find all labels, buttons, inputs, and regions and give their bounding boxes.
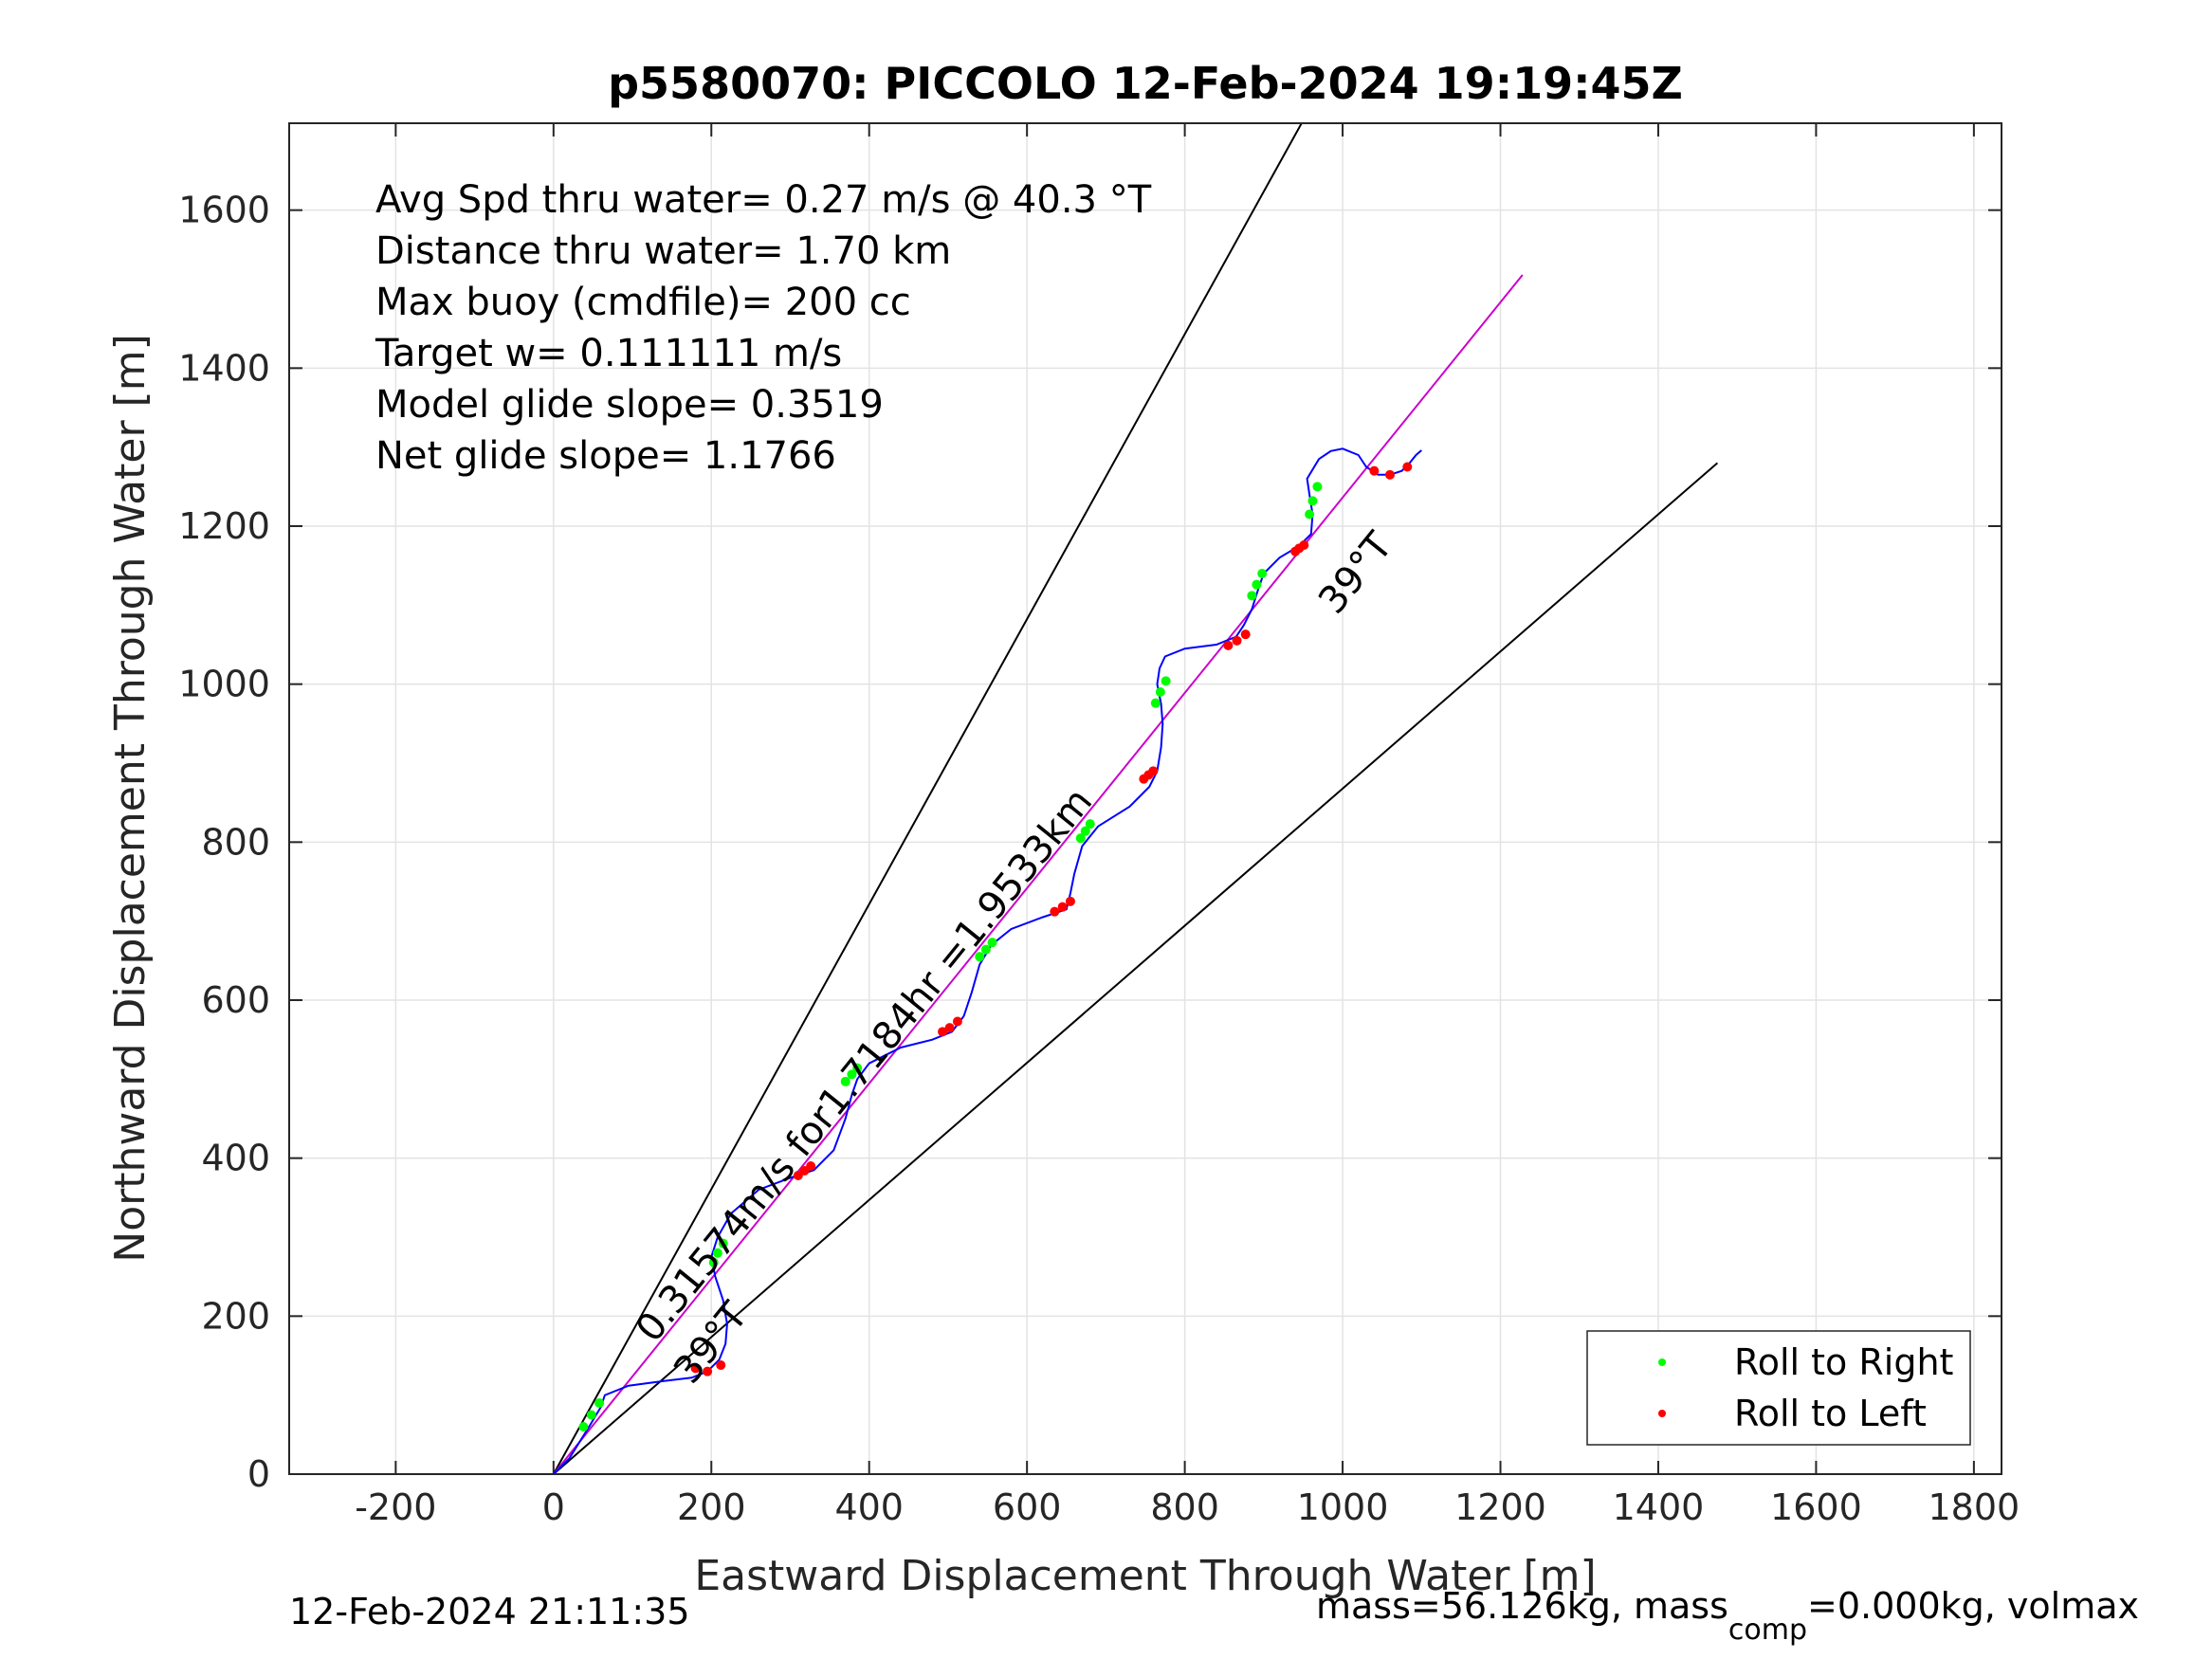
roll-left-point xyxy=(952,1016,962,1027)
roll-left-point xyxy=(938,1027,948,1037)
x-tick-label: 400 xyxy=(834,1486,904,1528)
legend: Roll to Right Roll to Left xyxy=(1586,1330,1971,1446)
roll-right-point xyxy=(1305,509,1315,520)
roll-right-point xyxy=(712,1248,722,1258)
roll-right-point xyxy=(1085,819,1095,830)
y-tick-label: 1200 xyxy=(178,505,270,547)
roll-right-point xyxy=(980,944,991,955)
footer-timestamp: 12-Feb-2024 21:11:35 xyxy=(289,1591,690,1632)
roll-right-point xyxy=(1150,698,1161,708)
y-tick-label: 0 xyxy=(247,1453,270,1495)
reference-line-0 xyxy=(552,123,1303,1474)
roll-right-point xyxy=(1257,569,1268,578)
y-tick-label: 400 xyxy=(201,1138,270,1179)
stat-model-glide-slope: Model glide slope= 0.3519 xyxy=(375,383,884,427)
x-tick-label: 200 xyxy=(677,1486,746,1528)
roll-left-point xyxy=(1232,635,1242,646)
roll-left-point xyxy=(690,1363,701,1374)
y-tick-label: 1000 xyxy=(178,664,270,705)
roll-right-point xyxy=(1155,687,1165,697)
roll-right-point xyxy=(718,1238,728,1249)
y-tick-label: 800 xyxy=(201,821,270,863)
roll-right-point xyxy=(852,1063,863,1073)
stat-target-w: Target w= 0.111111 m/s xyxy=(375,332,842,375)
roll-left-point xyxy=(1223,640,1234,650)
y-axis-label: Northward Displacement Through Water [m] xyxy=(106,334,155,1262)
footer-mass-rest: =0.000kg, volmax xyxy=(1807,1585,2139,1627)
roll-right-point xyxy=(1161,676,1171,686)
roll-left-point xyxy=(1050,906,1060,917)
stat-max-buoy: Max buoy (cmdfile)= 200 cc xyxy=(375,281,911,324)
roll-right-point xyxy=(1252,579,1262,590)
track-speed-annotation: 0.31574m/s for1.7184hr =1.9533km xyxy=(628,780,1101,1350)
legend-marker-roll-left xyxy=(1658,1410,1666,1417)
footer-mass: mass=56.126kg, mass xyxy=(1316,1585,1728,1627)
footer-mass-info: mass=56.126kg, masscomp=0.000kg, volmax xyxy=(1316,1585,2139,1647)
roll-right-point xyxy=(1075,833,1086,844)
x-tick-label: 1800 xyxy=(1929,1486,2020,1528)
x-tick-label: -200 xyxy=(355,1486,436,1528)
reference-lines xyxy=(552,123,1719,1474)
roll-right-point xyxy=(840,1076,850,1086)
grid-lines xyxy=(289,123,2002,1475)
roll-right-point xyxy=(847,1069,857,1080)
roll-right-point xyxy=(987,938,997,948)
roll-right-point xyxy=(708,1257,719,1267)
x-tick-label: 1600 xyxy=(1770,1486,1862,1528)
x-axis-label: Eastward Displacement Through Water [m] xyxy=(694,1552,1596,1600)
roll-left-point xyxy=(1065,896,1075,906)
roll-right-point xyxy=(578,1422,589,1431)
roll-right-point xyxy=(594,1398,605,1408)
glider-track-line xyxy=(553,447,1422,1474)
stat-net-glide-slope: Net glide slope= 1.1766 xyxy=(375,434,836,478)
roll-right-point xyxy=(1307,496,1318,506)
roll-left-point xyxy=(703,1366,713,1376)
y-tick-label: 200 xyxy=(201,1295,270,1337)
legend-marker-roll-right xyxy=(1658,1358,1666,1366)
roll-left-point xyxy=(806,1161,816,1171)
legend-label-roll-left: Roll to Left xyxy=(1734,1393,1927,1434)
stat-distance: Distance thru water= 1.70 km xyxy=(375,229,951,273)
x-tick-label: 0 xyxy=(542,1486,565,1528)
x-tick-label: 1200 xyxy=(1454,1486,1546,1528)
roll-left-point xyxy=(1385,469,1395,480)
roll-right-point xyxy=(1080,826,1090,836)
x-tick-label: 1000 xyxy=(1297,1486,1389,1528)
reference-line-1 xyxy=(553,462,1719,1474)
roll-points xyxy=(578,462,1413,1431)
roll-right-point xyxy=(975,952,985,962)
y-tick-label: 1600 xyxy=(178,190,270,231)
legend-label-roll-right: Roll to Right xyxy=(1734,1341,1953,1383)
roll-left-point xyxy=(944,1023,955,1033)
x-tick-label: 800 xyxy=(1150,1486,1219,1528)
y-tick-label: 1400 xyxy=(178,347,270,389)
y-axis-ticks: 0 200 400 600 800 1000 1200 1400 1600 xyxy=(178,190,2002,1495)
roll-right-point xyxy=(1247,591,1257,601)
x-tick-label: 1400 xyxy=(1613,1486,1705,1528)
roll-left-point xyxy=(1369,465,1380,476)
roll-left-point xyxy=(1057,902,1068,912)
roll-left-point xyxy=(1299,540,1309,550)
roll-right-point xyxy=(586,1410,596,1420)
roll-left-point xyxy=(1148,766,1159,776)
legend-box xyxy=(1586,1330,1971,1446)
stats-block: Avg Spd thru water= 0.27 m/s @ 40.3 °T D… xyxy=(375,178,1152,478)
chart-title: p5580070: PICCOLO 12-Feb-2024 19:19:45Z xyxy=(608,58,1683,109)
footer-mass-subscript: comp xyxy=(1728,1613,1807,1647)
stat-avg-speed: Avg Spd thru water= 0.27 m/s @ 40.3 °T xyxy=(375,178,1152,222)
x-tick-label: 600 xyxy=(993,1486,1062,1528)
heading-label-end: 39°T xyxy=(1310,524,1401,622)
roll-left-point xyxy=(1240,629,1251,640)
roll-left-point xyxy=(1402,462,1413,472)
plot-frame xyxy=(288,122,2002,1475)
y-tick-label: 600 xyxy=(201,979,270,1021)
x-axis-ticks: -200 0 200 400 600 800 1000 1200 1400 1600 1800 xyxy=(355,123,2020,1528)
roll-right-point xyxy=(1312,482,1323,492)
roll-left-point xyxy=(716,1360,726,1370)
